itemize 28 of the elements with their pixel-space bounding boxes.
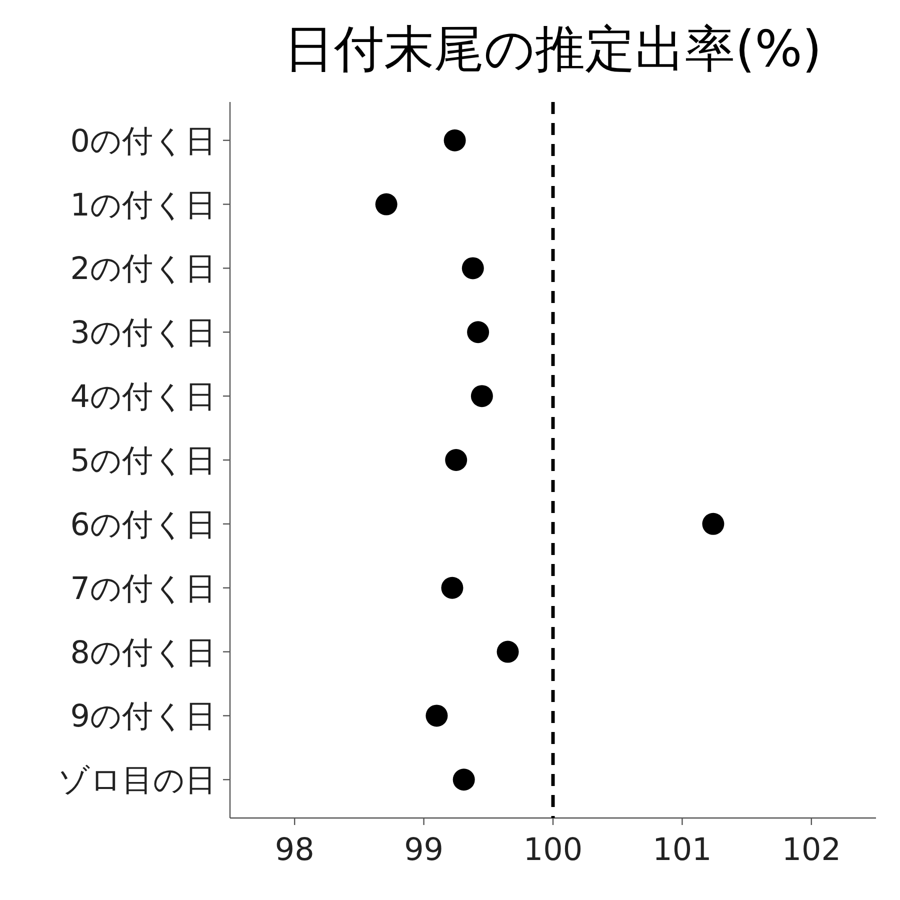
point	[375, 193, 398, 216]
y-tick-label: 7の付く日	[70, 570, 216, 607]
x-tick-label: 100	[523, 832, 583, 868]
x-tick-label: 101	[652, 832, 712, 868]
point	[462, 257, 484, 280]
y-tick-label: 9の付く日	[70, 698, 216, 735]
y-tick-label: 2の付く日	[70, 251, 216, 288]
point	[702, 512, 724, 535]
y-tick-label: 8の付く日	[70, 634, 216, 671]
x-tick-label: 98	[274, 832, 314, 868]
y-tick-label: 4の付く日	[70, 379, 216, 416]
y-tick-label: 5の付く日	[70, 443, 216, 479]
x-tick-label: 99	[404, 832, 444, 868]
point	[467, 321, 490, 344]
point	[470, 385, 493, 408]
point	[445, 449, 468, 471]
y-tick-label: 3の付く日	[70, 315, 216, 352]
y-tick-label: ゾロ目の日	[58, 762, 216, 799]
point	[444, 129, 466, 152]
point	[452, 768, 475, 791]
x-tick-label: 102	[782, 832, 841, 868]
chart-title: 日付末尾の推定出率(%)	[284, 20, 822, 78]
y-tick-label: 6の付く日	[70, 506, 216, 543]
point	[426, 704, 448, 727]
point	[441, 576, 464, 599]
y-tick-label: 1の付く日	[70, 187, 216, 224]
point	[496, 640, 519, 663]
y-tick-label: 0の付く日	[70, 123, 216, 160]
